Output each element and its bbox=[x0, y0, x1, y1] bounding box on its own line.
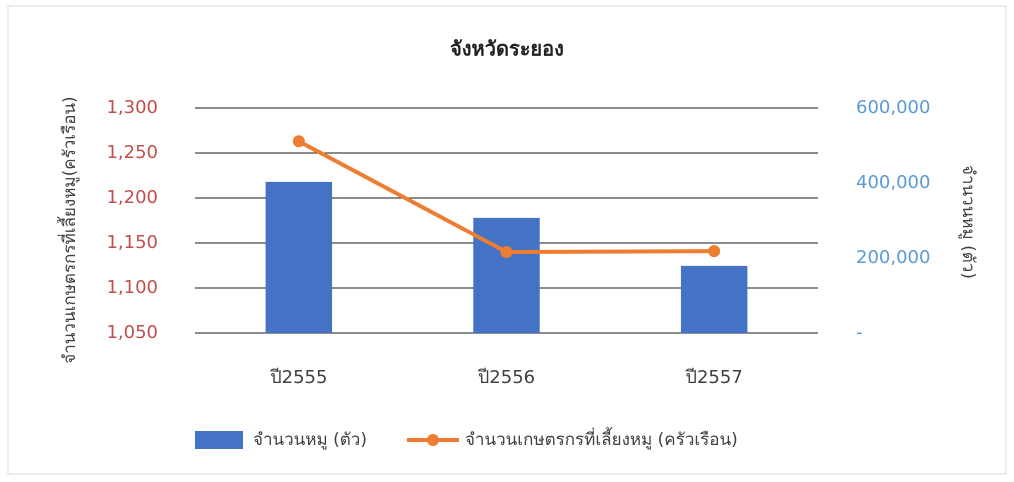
y-tick-label: 1,050 bbox=[106, 322, 158, 343]
y2-axis-title: จำนวนหมู (ตัว) bbox=[958, 165, 978, 279]
y-tick-label: 1,100 bbox=[106, 277, 158, 298]
legend-swatch bbox=[195, 431, 243, 449]
y2-tick-label: 400,000 bbox=[856, 172, 930, 193]
legend-label: จำนวนเกษตรกรที่เลี้ยงหมู (ครัวเรือน) bbox=[465, 427, 738, 450]
bar bbox=[473, 217, 540, 333]
chart-title: จังหวัดระยอง bbox=[450, 37, 564, 61]
legend-label: จำนวนหมู (ตัว) bbox=[253, 430, 367, 450]
y-axis-title: จำนวนเกษตรกรที่เลี้ยงหมู(ครัวเรือน) bbox=[57, 96, 80, 363]
y-tick-label: 1,150 bbox=[106, 232, 158, 253]
x-tick-label: ปี2556 bbox=[478, 367, 536, 388]
y-tick-label: 1,200 bbox=[106, 187, 158, 208]
line-marker bbox=[292, 135, 305, 148]
line-marker bbox=[500, 246, 513, 258]
x-tick-label: ปี2557 bbox=[685, 367, 743, 388]
bar bbox=[680, 265, 748, 333]
x-tick-label: ปี2555 bbox=[270, 367, 328, 388]
bar bbox=[265, 181, 333, 333]
y-tick-label: 1,250 bbox=[106, 142, 158, 163]
y2-tick-label: - bbox=[856, 322, 863, 343]
y-tick-label: 1,300 bbox=[106, 97, 158, 118]
legend-marker bbox=[426, 434, 439, 446]
line-marker bbox=[708, 245, 721, 258]
y2-tick-label: 600,000 bbox=[856, 97, 930, 118]
y2-tick-label: 200,000 bbox=[856, 247, 930, 268]
